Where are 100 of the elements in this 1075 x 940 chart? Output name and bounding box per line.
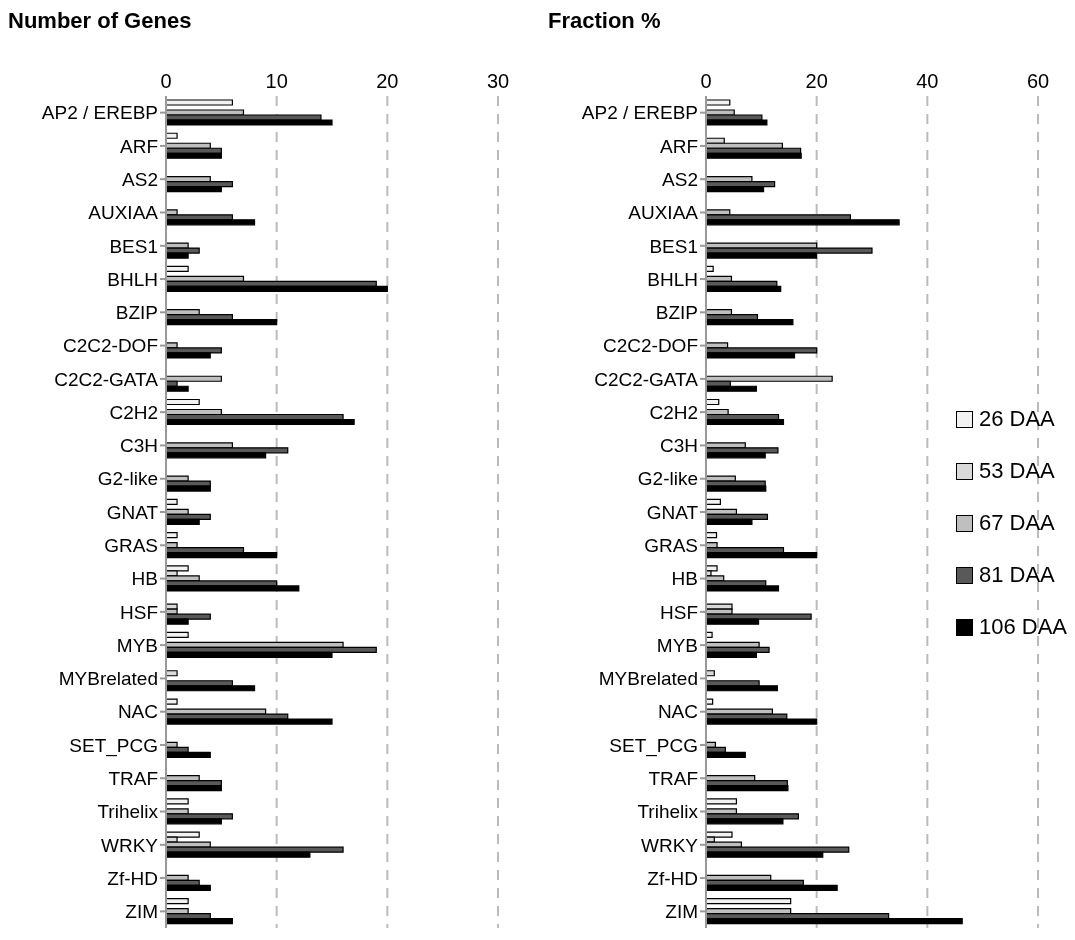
x-tick-label: 20 (376, 70, 399, 92)
y-tick-label: G2-like (97, 468, 158, 490)
legend-label: 106 DAA (978, 614, 1067, 640)
bar (166, 751, 211, 758)
y-tick-label: GNAT (106, 501, 159, 523)
bar (166, 631, 189, 639)
y-tick-label: BES1 (649, 235, 698, 257)
y-tick-label: WRKY (101, 834, 159, 856)
y-tick-label: TRAF (648, 767, 698, 789)
bar (166, 798, 189, 805)
bar (166, 398, 200, 406)
y-tick-label: C2C2-GATA (54, 368, 159, 390)
bar (706, 498, 721, 505)
y-tick-label: C2C2-DOF (602, 335, 698, 357)
bar (166, 698, 178, 705)
y-tick-label: SET_PCG (69, 734, 158, 757)
y-tick-label: BHLH (107, 268, 158, 290)
bar (706, 751, 746, 758)
x-tick-label: 0 (160, 70, 172, 92)
y-tick-label: MYB (116, 634, 158, 656)
y-tick-label: ZIM (125, 901, 158, 923)
x-tick-label: 10 (265, 70, 288, 92)
bar (706, 631, 713, 639)
bar (706, 898, 792, 905)
y-tick-label: MYBrelated (598, 668, 698, 690)
chart-title: Number of Genes (8, 8, 192, 34)
bar (706, 565, 718, 572)
y-tick-label: HSF (120, 601, 158, 623)
y-tick-label: C2C2-GATA (594, 368, 699, 390)
y-tick-label: SET_PCG (609, 734, 698, 757)
y-tick-label: Trihelix (97, 801, 159, 823)
y-tick-label: GRAS (644, 535, 698, 557)
legend-label: 81 DAA (978, 562, 1055, 588)
bar (706, 884, 838, 892)
x-tick-label: 30 (486, 70, 510, 92)
y-tick-label: C2H2 (109, 401, 158, 423)
y-tick-label: AUXIAA (88, 202, 159, 224)
bar (706, 152, 802, 159)
y-tick-label: HB (131, 568, 158, 590)
y-tick-label: HSF (660, 601, 698, 623)
bar (166, 375, 222, 382)
y-tick-label: HB (671, 568, 698, 590)
y-tick-label: GRAS (104, 535, 158, 557)
bar (706, 784, 789, 792)
y-tick-label: BES1 (109, 235, 158, 257)
y-tick-label: AUXIAA (628, 202, 699, 224)
x-tick-label: 60 (1026, 70, 1050, 92)
y-tick-label: ARF (120, 135, 158, 157)
y-tick-label: G2-like (637, 468, 698, 490)
bar (166, 498, 178, 505)
x-tick-label: 20 (805, 70, 828, 92)
bar (166, 884, 211, 892)
y-tick-label: AS2 (662, 168, 698, 190)
bar (166, 898, 189, 905)
bar (166, 285, 388, 292)
bar (166, 152, 222, 159)
bar (706, 798, 738, 805)
y-tick-label: BZIP (115, 302, 158, 324)
bar (706, 831, 733, 838)
y-tick-label: AS2 (122, 168, 158, 190)
chart-title: Fraction % (548, 8, 661, 34)
bar (166, 385, 189, 392)
y-tick-label: TRAF (108, 767, 158, 789)
y-tick-label: NAC (117, 701, 158, 723)
legend-label: 26 DAA (978, 406, 1055, 432)
y-tick-label: Zf-HD (647, 867, 698, 889)
bar (706, 285, 782, 292)
y-tick-label: BZIP (655, 302, 698, 324)
bar (166, 99, 233, 106)
y-tick-label: AP2 / EREBP (41, 102, 158, 124)
y-tick-label: WRKY (641, 834, 699, 856)
x-tick-label: 0 (700, 70, 712, 92)
y-tick-label: ZIM (665, 901, 698, 923)
y-tick-label: MYBrelated (58, 668, 158, 690)
bar (166, 265, 189, 272)
y-tick-label: MYB (656, 634, 698, 656)
y-tick-label: NAC (657, 701, 698, 723)
bar (166, 132, 178, 139)
legend-label: 53 DAA (978, 458, 1055, 484)
x-tick-label: 40 (916, 70, 939, 92)
bar (166, 831, 200, 838)
y-tick-label: BHLH (647, 268, 698, 290)
y-tick-label: C3H (119, 435, 158, 457)
legend-label: 67 DAA (978, 510, 1055, 536)
y-tick-label: GNAT (646, 501, 699, 523)
y-tick-label: C2H2 (649, 401, 698, 423)
bar (166, 532, 178, 539)
y-tick-label: C3H (659, 435, 698, 457)
y-tick-label: Zf-HD (107, 867, 158, 889)
y-tick-label: ARF (660, 135, 698, 157)
bar (166, 784, 222, 792)
bar (166, 670, 178, 677)
bar (706, 99, 731, 106)
y-tick-label: Trihelix (637, 801, 699, 823)
bar (166, 565, 189, 572)
y-tick-label: AP2 / EREBP (581, 102, 698, 124)
bar (706, 418, 785, 426)
bar (166, 418, 355, 426)
y-tick-label: C2C2-DOF (62, 335, 158, 357)
bar (706, 698, 714, 705)
